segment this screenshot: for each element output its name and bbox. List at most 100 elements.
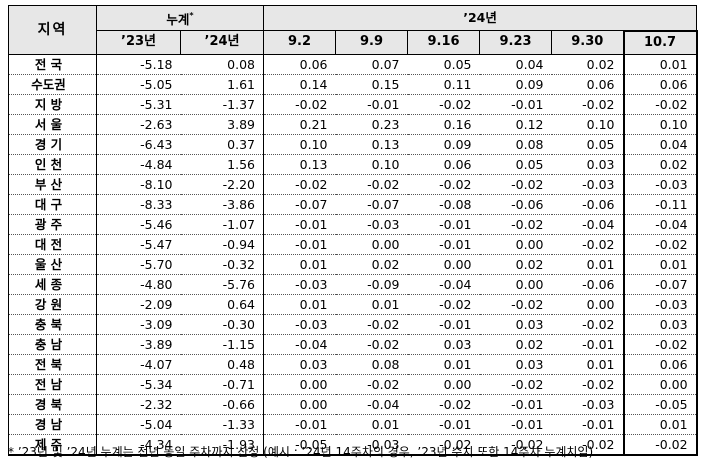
value-cell: 0.64: [180, 294, 265, 315]
region-cell: 전 북: [8, 354, 97, 375]
value-cell: -0.02: [551, 314, 624, 335]
value-cell: -0.01: [335, 94, 408, 115]
table-row: 부 산 -8.10 -2.20 -0.02 -0.02 -0.02 -0.02 -0.03 -0…: [8, 174, 698, 195]
region-cell: 제 주: [8, 434, 97, 456]
value-cell: -0.05: [263, 434, 336, 456]
region-cell: 수도권: [8, 74, 97, 95]
value-cell: -0.02: [479, 294, 552, 315]
value-cell: -4.80: [96, 274, 181, 295]
table-row: 대 전 -5.47 -0.94 -0.01 0.00 -0.01 0.00 -0.02 -0.0…: [8, 234, 698, 255]
value-cell: -1.93: [180, 434, 265, 456]
table-row: 서 울 -2.63 3.89 0.21 0.23 0.16 0.12 0.10 0.10: [8, 114, 698, 135]
value-cell: 0.06: [551, 74, 624, 95]
value-cell: -0.02: [407, 94, 480, 115]
column-header: ’23년: [96, 30, 181, 55]
value-cell: -0.03: [335, 214, 408, 235]
value-cell: -6.43: [96, 134, 181, 155]
region-cell: 경 남: [8, 414, 97, 435]
region-cell: 경 북: [8, 394, 97, 415]
value-cell: -8.10: [96, 174, 181, 195]
value-cell: -5.05: [96, 74, 181, 95]
value-cell: 0.00: [551, 294, 624, 315]
value-cell: -0.01: [263, 414, 336, 435]
value-cell: -0.03: [551, 174, 624, 195]
value-cell: -4.84: [96, 154, 181, 175]
table-row: 강 원 -2.09 0.64 0.01 0.01 -0.02 -0.02 0.00 -0.03: [8, 294, 698, 315]
value-cell: 0.00: [263, 394, 336, 415]
table-header: 지역 누계* ’24년 ’23년 ’24년 9.2 9.9 9.16 9.23 9.30 10…: [8, 5, 698, 55]
value-cell: -0.01: [407, 414, 480, 435]
table-row: 인 천 -4.84 1.56 0.13 0.10 0.06 0.05 0.03 0.02: [8, 154, 698, 175]
value-cell: -0.02: [479, 434, 552, 456]
value-cell: 0.02: [622, 154, 698, 175]
value-cell: 0.00: [622, 374, 698, 395]
value-cell: -5.34: [96, 374, 181, 395]
region-cell: 지 방: [8, 94, 97, 115]
value-cell: 0.08: [335, 354, 408, 375]
table-row: 전 남 -5.34 -0.71 0.00 -0.02 0.00 -0.02 -0.02 0.00: [8, 374, 698, 395]
region-cell: 전 남: [8, 374, 97, 395]
region-cell: 충 북: [8, 314, 97, 335]
value-cell: -0.30: [180, 314, 265, 335]
value-cell: 0.00: [407, 254, 480, 275]
value-cell: -8.33: [96, 194, 181, 215]
value-cell: -3.89: [96, 334, 181, 355]
table-row: 지 방 -5.31 -1.37 -0.02 -0.01 -0.02 -0.01 -0.02 -0…: [8, 94, 698, 115]
value-cell: 0.06: [622, 74, 698, 95]
column-header: 9.2: [263, 30, 337, 55]
value-cell: 0.06: [622, 354, 698, 375]
value-cell: 0.03: [263, 354, 336, 375]
value-cell: -3.86: [180, 194, 265, 215]
value-cell: 0.04: [622, 134, 698, 155]
value-cell: -1.37: [180, 94, 265, 115]
value-cell: -5.47: [96, 234, 181, 255]
value-cell: -0.03: [263, 314, 336, 335]
column-header: ’24년: [179, 30, 265, 55]
value-cell: 0.08: [479, 134, 552, 155]
value-cell: -0.11: [622, 194, 698, 215]
footnote-marker: *: [189, 11, 194, 20]
value-cell: 0.05: [551, 134, 624, 155]
value-cell: 0.13: [335, 134, 408, 155]
value-cell: -0.02: [622, 334, 698, 355]
value-cell: 0.00: [479, 234, 552, 255]
value-cell: -3.09: [96, 314, 181, 335]
value-cell: 0.02: [479, 334, 552, 355]
value-cell: 0.01: [263, 294, 336, 315]
value-cell: 0.02: [551, 54, 624, 75]
region-cell: 서 울: [8, 114, 97, 135]
value-cell: -0.02: [479, 174, 552, 195]
region-cell: 세 종: [8, 274, 97, 295]
column-header: 9.30: [551, 30, 625, 55]
value-cell: 0.12: [479, 114, 552, 135]
region-cell: 부 산: [8, 174, 97, 195]
value-cell: -5.76: [180, 274, 265, 295]
value-cell: -0.71: [180, 374, 265, 395]
value-cell: -5.31: [96, 94, 181, 115]
value-cell: -0.02: [551, 374, 624, 395]
value-cell: -0.03: [263, 274, 336, 295]
value-cell: 0.03: [479, 314, 552, 335]
table-row: 경 기 -6.43 0.37 0.10 0.13 0.09 0.08 0.05 0.04: [8, 134, 698, 155]
value-cell: 0.00: [263, 374, 336, 395]
value-cell: -0.08: [407, 194, 480, 215]
value-cell: -0.02: [407, 434, 480, 456]
value-cell: -0.02: [335, 314, 408, 335]
value-cell: -0.02: [335, 374, 408, 395]
value-cell: 0.21: [263, 114, 336, 135]
value-cell: 0.07: [335, 54, 408, 75]
value-cell: 0.15: [335, 74, 408, 95]
table-row: 충 북 -3.09 -0.30 -0.03 -0.02 -0.01 0.03 -0.02 0.0…: [8, 314, 698, 335]
value-cell: -0.06: [551, 194, 624, 215]
value-cell: -0.02: [479, 374, 552, 395]
value-cell: 0.02: [479, 254, 552, 275]
value-cell: 0.04: [479, 54, 552, 75]
value-cell: 0.00: [479, 274, 552, 295]
value-cell: -4.34: [96, 434, 181, 456]
value-cell: -1.33: [180, 414, 265, 435]
value-cell: 0.01: [551, 254, 624, 275]
value-cell: -0.05: [622, 394, 698, 415]
footnote: * ’23년 및 ’24년 누계는 전년 동일 주차까지 산정 (예시 : ’2…: [8, 445, 594, 459]
value-cell: 0.03: [479, 354, 552, 375]
value-cell: 0.37: [180, 134, 265, 155]
